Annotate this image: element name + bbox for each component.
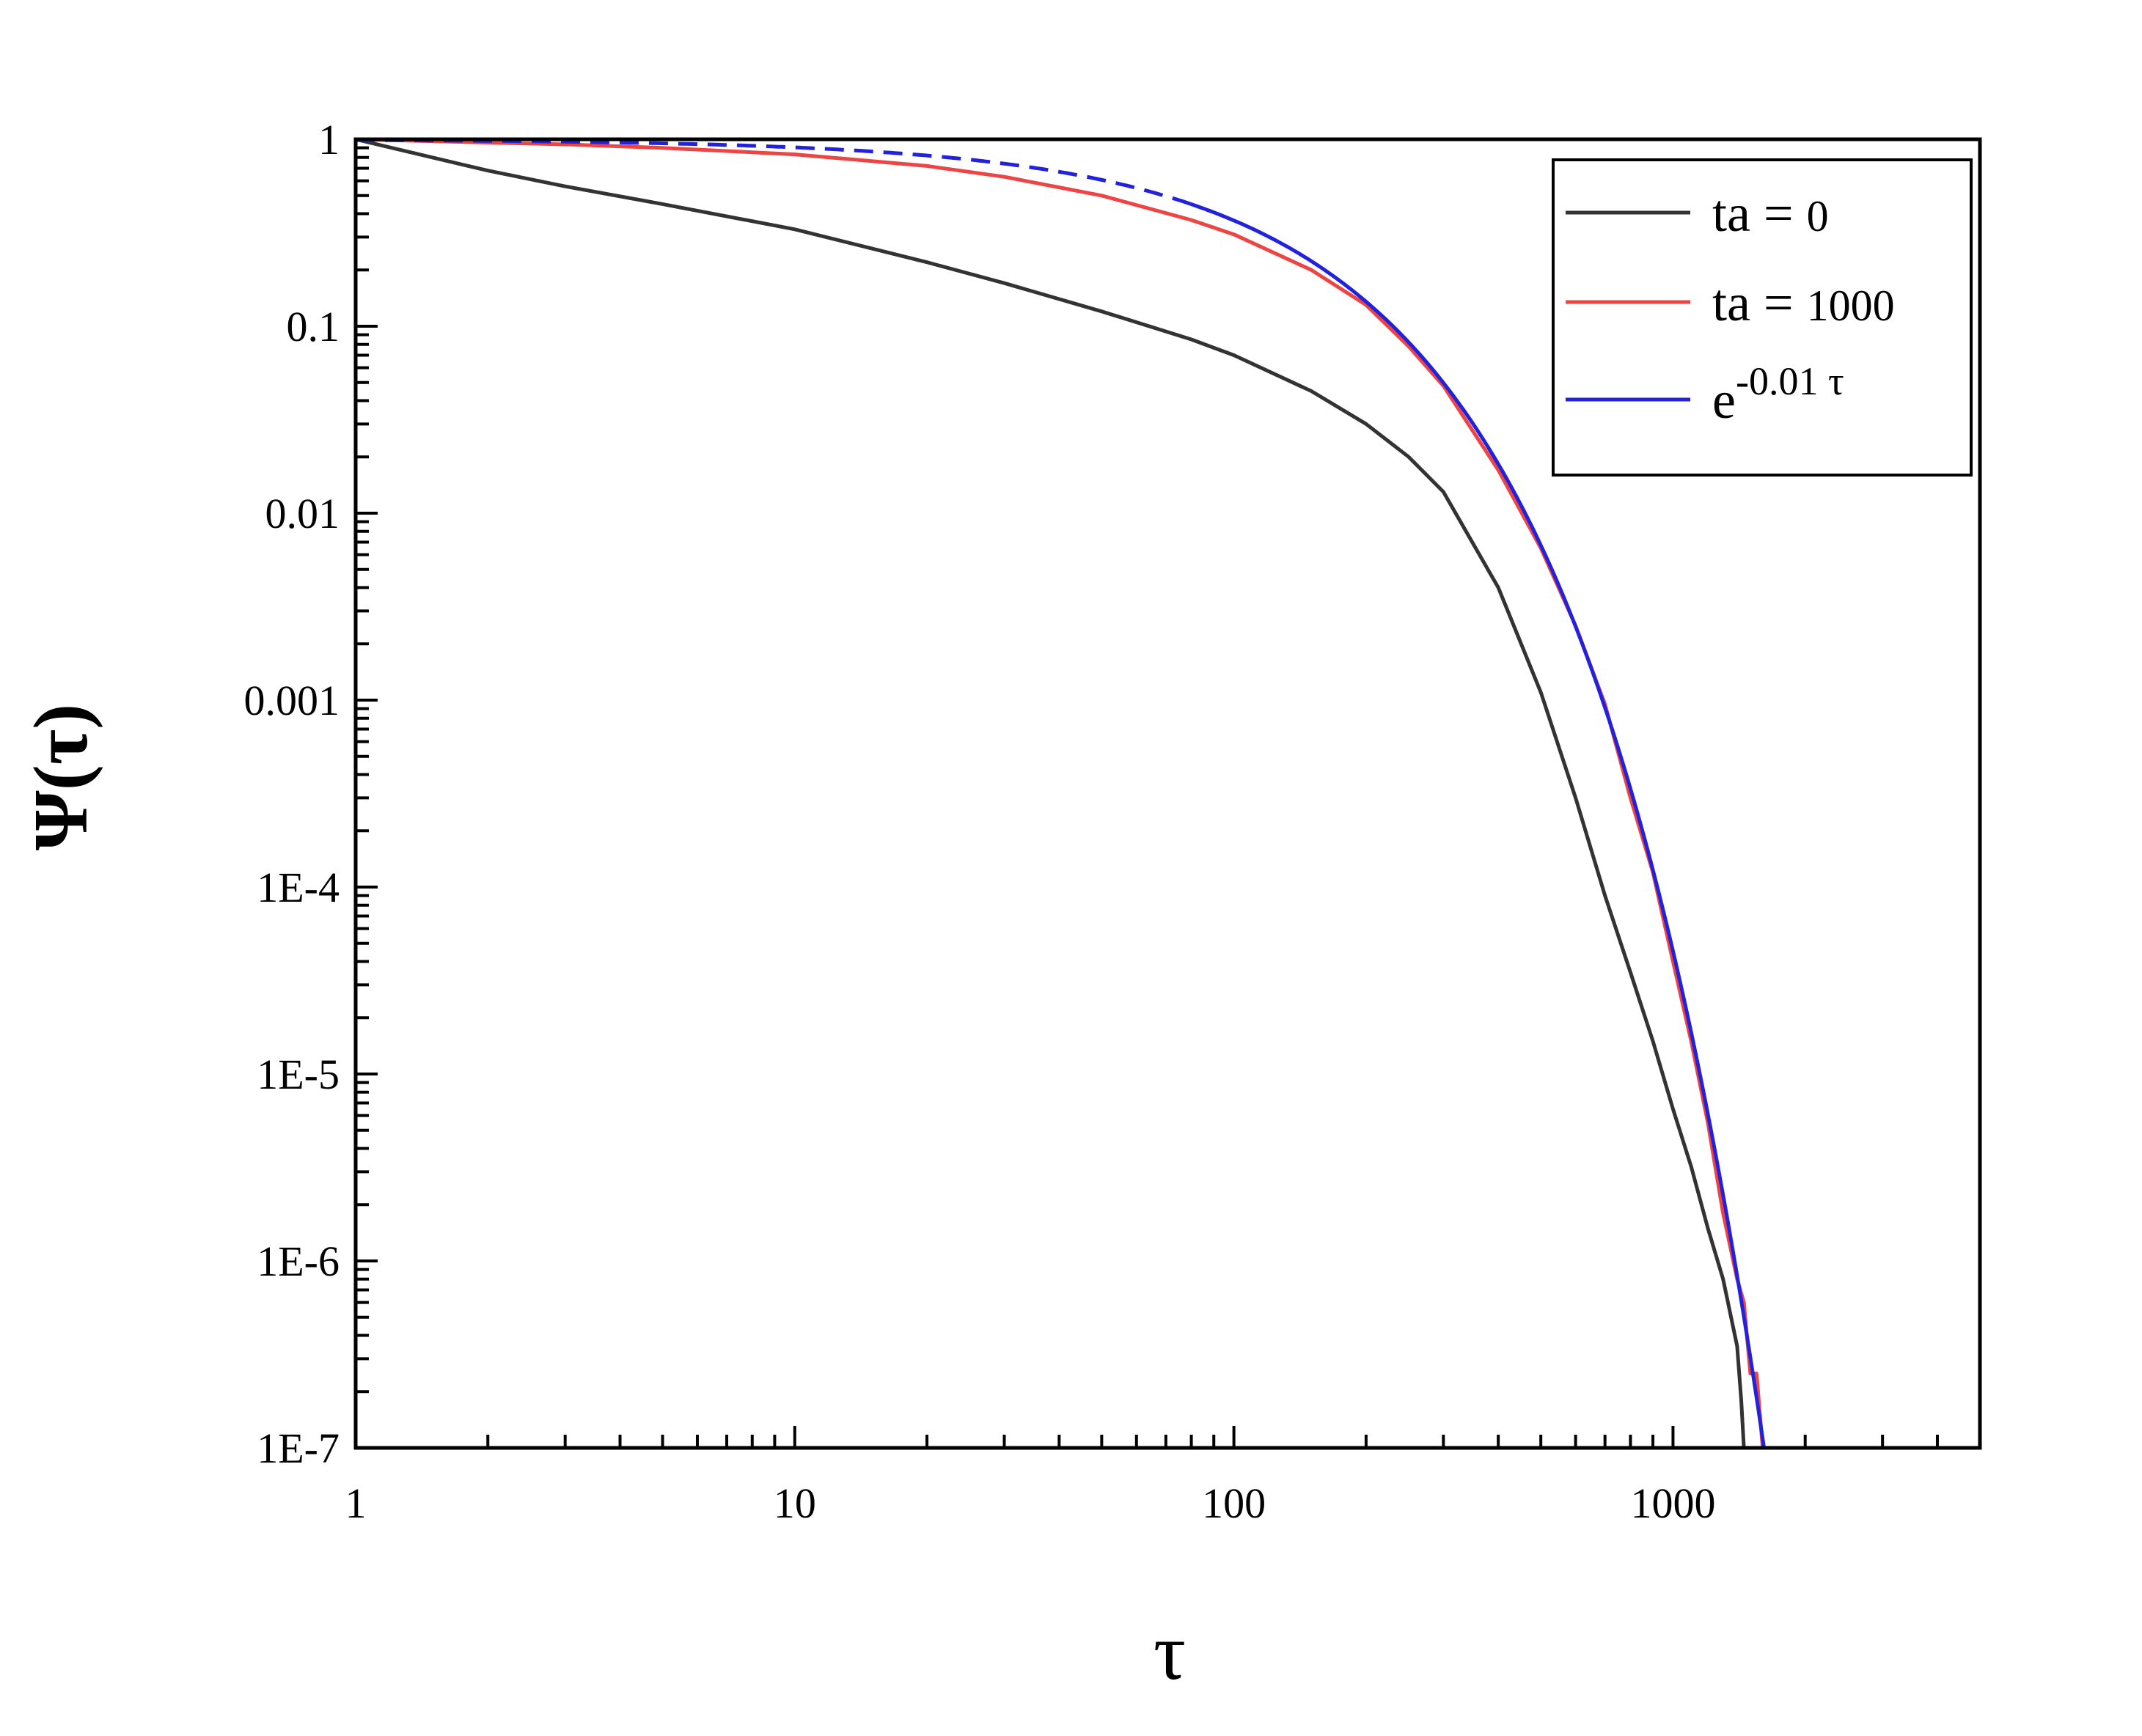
y-tick-label: 1E-7	[257, 1424, 340, 1472]
series-line-3	[1189, 202, 1767, 1449]
x-tick-label: 100	[1202, 1479, 1266, 1527]
y-tick-label: 1	[318, 116, 340, 163]
axis-tick-labels: 1 10 100 1000 1 0.1 0.01 0.001 1E-4 1E-5 1E-6 1E-7	[244, 116, 1716, 1527]
y-tick-label: 0.1	[287, 303, 340, 350]
legend-label-2: ta = 1000	[1712, 273, 1895, 332]
axis-ticks	[354, 138, 1981, 1449]
plot-frame	[353, 137, 1982, 1450]
legend-label-1: ta = 0	[1712, 184, 1829, 243]
y-tick-label: 1E-4	[257, 864, 340, 911]
x-tick-label: 10	[774, 1479, 816, 1527]
series-line-1	[355, 137, 1746, 1449]
series-layer	[355, 137, 1767, 1449]
y-tick-label: 0.001	[244, 677, 340, 724]
series-line-3-dashed	[356, 138, 1191, 206]
legend: ta = 0 ta = 1000 e-0.01 τ	[1552, 158, 1973, 477]
y-axis-title: Ψ(τ)	[18, 704, 103, 850]
x-tick-label: 1	[345, 1479, 367, 1527]
y-tick-label: 1E-6	[257, 1237, 340, 1285]
legend-label-3: e-0.01 τ	[1712, 359, 1844, 430]
series-line-2	[355, 137, 1765, 1449]
y-tick-label: 0.01	[265, 490, 340, 537]
y-tick-label: 1E-5	[257, 1051, 340, 1098]
x-axis-title: τ	[1153, 1607, 1186, 1696]
x-tick-label: 1000	[1630, 1479, 1715, 1527]
